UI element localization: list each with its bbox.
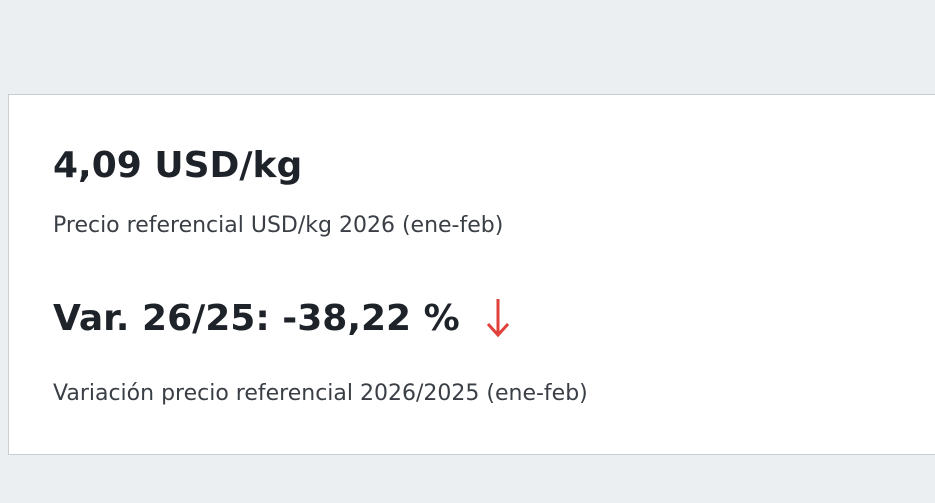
price-caption: Precio referencial USD/kg 2026 (ene-feb) (53, 213, 504, 238)
variation-caption: Variación precio referencial 2026/2025 (… (53, 381, 588, 406)
down-arrow (486, 299, 509, 338)
variation-row: Var. 26/25: -38,22 % (53, 295, 520, 341)
price: 4,09 USD/kg (53, 145, 303, 186)
variation: Var. 26/25: -38,22 % (53, 297, 460, 339)
card: 4,09 USD/kg Precio referencial USD/kg 20… (8, 94, 935, 455)
